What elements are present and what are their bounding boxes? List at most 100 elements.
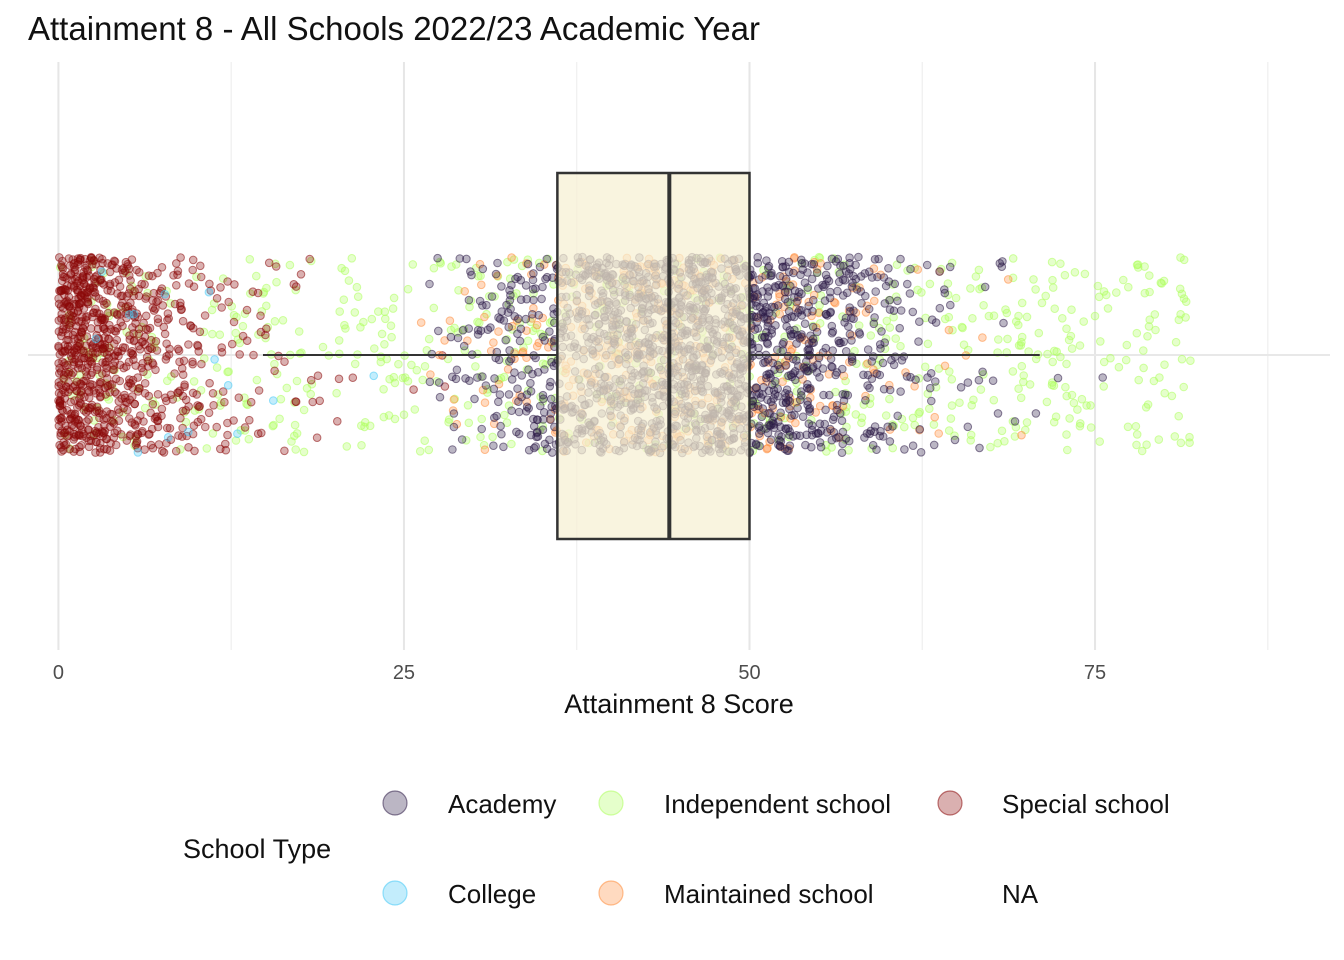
data-point (1016, 393, 1026, 403)
data-point (261, 333, 270, 343)
data-point (522, 294, 532, 304)
data-point (870, 296, 879, 306)
data-point (1047, 257, 1057, 267)
data-point (403, 284, 413, 294)
data-point (271, 262, 281, 271)
data-point (824, 370, 834, 379)
data-point (240, 423, 250, 432)
data-point (513, 384, 522, 394)
data-point (861, 396, 870, 405)
data-point (129, 309, 139, 319)
data-point (424, 445, 434, 455)
data-point (1106, 353, 1115, 363)
data-point (541, 274, 550, 284)
data-point (782, 385, 792, 395)
data-point (229, 317, 239, 327)
data-point (433, 253, 442, 263)
data-point (212, 294, 222, 303)
data-point (787, 344, 797, 354)
data-point (514, 314, 523, 324)
data-point (190, 446, 199, 456)
data-point (176, 301, 185, 311)
legend-key (598, 790, 624, 816)
data-point (114, 408, 124, 417)
data-point (141, 272, 150, 281)
legend-item-special-school: Special school (937, 789, 1170, 819)
data-point (495, 390, 505, 399)
data-point (925, 279, 935, 289)
data-point (945, 367, 954, 376)
data-point (1065, 414, 1074, 423)
data-point (975, 443, 984, 453)
data-point (188, 359, 197, 369)
data-point (488, 432, 497, 442)
data-point (507, 280, 516, 290)
data-point (179, 356, 189, 366)
data-point (54, 415, 63, 425)
data-point (782, 322, 791, 331)
boxplot-box (556, 171, 751, 541)
data-point (945, 262, 955, 272)
data-point (785, 441, 795, 451)
data-point (457, 435, 467, 444)
data-point (240, 426, 250, 435)
data-point (124, 357, 134, 367)
data-point (864, 304, 874, 314)
data-point (490, 374, 499, 383)
data-point (891, 334, 901, 343)
data-point (193, 341, 203, 351)
data-point (504, 390, 514, 399)
data-point (871, 287, 881, 296)
data-point (763, 318, 773, 327)
data-point (217, 348, 227, 357)
data-point (159, 322, 169, 332)
data-point (184, 279, 194, 288)
data-point (946, 414, 956, 423)
data-point (931, 377, 940, 386)
data-point (420, 362, 430, 371)
data-point (1099, 382, 1108, 391)
data-point (956, 383, 966, 392)
data-point (280, 446, 289, 456)
data-point (178, 406, 188, 416)
data-point (98, 344, 108, 353)
data-point (1010, 417, 1020, 426)
data-point (92, 363, 102, 372)
data-point (916, 448, 926, 457)
data-point (808, 421, 817, 430)
data-point (1170, 432, 1180, 441)
data-point (234, 393, 244, 403)
data-point (178, 316, 188, 326)
data-point (532, 415, 542, 424)
data-point (471, 362, 480, 371)
data-point (176, 253, 185, 262)
data-point (1176, 253, 1185, 262)
data-point (125, 284, 135, 294)
data-point (188, 357, 197, 367)
data-point (940, 285, 949, 294)
data-point (1017, 430, 1026, 440)
data-point (367, 314, 377, 324)
data-point (210, 355, 219, 364)
data-point (291, 445, 301, 454)
data-point (407, 360, 416, 370)
data-point (940, 361, 950, 371)
data-point (82, 363, 92, 373)
data-point (269, 420, 278, 430)
data-point (825, 390, 834, 400)
data-point (64, 387, 73, 397)
data-point (58, 285, 68, 294)
data-point (1019, 377, 1028, 387)
data-point (291, 397, 300, 406)
data-point (305, 254, 315, 264)
data-point (1061, 382, 1070, 392)
data-point (535, 262, 545, 272)
data-point (827, 362, 836, 371)
data-point (1174, 411, 1183, 421)
data-point (1093, 281, 1103, 291)
data-point (270, 317, 280, 326)
data-point (88, 312, 97, 322)
data-point (332, 388, 341, 398)
data-point (823, 261, 832, 271)
data-point (1186, 356, 1195, 366)
